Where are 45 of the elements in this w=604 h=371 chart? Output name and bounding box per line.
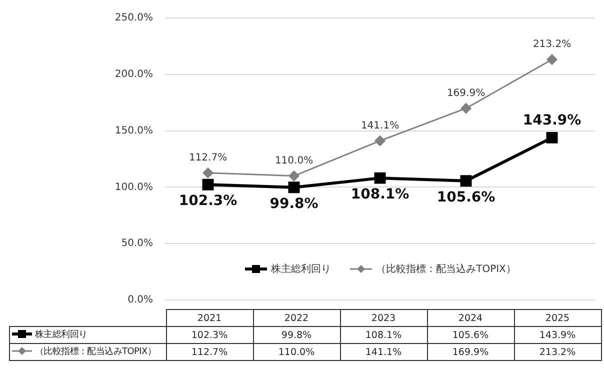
point <box>374 136 386 146</box>
text: 105.6% <box>436 190 496 206</box>
point <box>460 175 472 187</box>
point <box>460 103 472 114</box>
text: 169.9% <box>446 88 486 99</box>
data-label: 143.9% <box>514 326 601 344</box>
text: 108.1% <box>350 186 410 203</box>
text: 102.3% <box>178 193 238 210</box>
y-tick-label: 250.0% <box>114 12 153 24</box>
text: 112.7% <box>188 152 228 164</box>
x-tick-label: 2022 <box>253 310 340 326</box>
text: 99.8% <box>270 196 318 212</box>
text: 株主総利回り <box>35 330 88 340</box>
data-label: 141.1% <box>340 344 427 360</box>
text: （比較指標：配当込みTOPIX） <box>35 346 156 357</box>
text: 141.1% <box>360 120 400 132</box>
data-label: 105.6% <box>427 326 514 344</box>
point <box>546 132 558 144</box>
y-tick-label: 200.0% <box>114 68 153 80</box>
legend-label: （比較指標：配当込みTOPIX） <box>376 262 516 276</box>
point <box>202 178 214 190</box>
data-label: 102.3% <box>166 326 253 344</box>
data-label: 213.2% <box>514 344 601 360</box>
y-tick-label: 150.0% <box>114 125 153 136</box>
x-tick-label: 2024 <box>427 310 514 326</box>
data-label: 110.0% <box>253 344 340 360</box>
text: 110.0% <box>274 156 314 167</box>
x-tick-label: 2021 <box>166 310 253 326</box>
y-tick-label: 0.0% <box>128 294 153 306</box>
legend-label: 株主総利回り <box>271 262 332 276</box>
data-label: 112.7% <box>166 344 253 360</box>
point <box>374 172 386 184</box>
point <box>288 170 300 182</box>
data-label: 108.1% <box>340 326 427 344</box>
text: 213.2% <box>532 39 572 50</box>
x-tick-label: 2025 <box>514 310 601 326</box>
point <box>288 182 300 194</box>
y-tick-label: 50.0% <box>121 238 153 250</box>
text: 143.9% <box>522 112 582 128</box>
point <box>202 168 214 178</box>
data-label: 169.9% <box>427 344 514 360</box>
y-tick-label: 100.0% <box>114 182 153 193</box>
x-tick-label: 2023 <box>340 310 427 326</box>
data-label: 99.8% <box>253 326 340 344</box>
point <box>546 54 558 65</box>
